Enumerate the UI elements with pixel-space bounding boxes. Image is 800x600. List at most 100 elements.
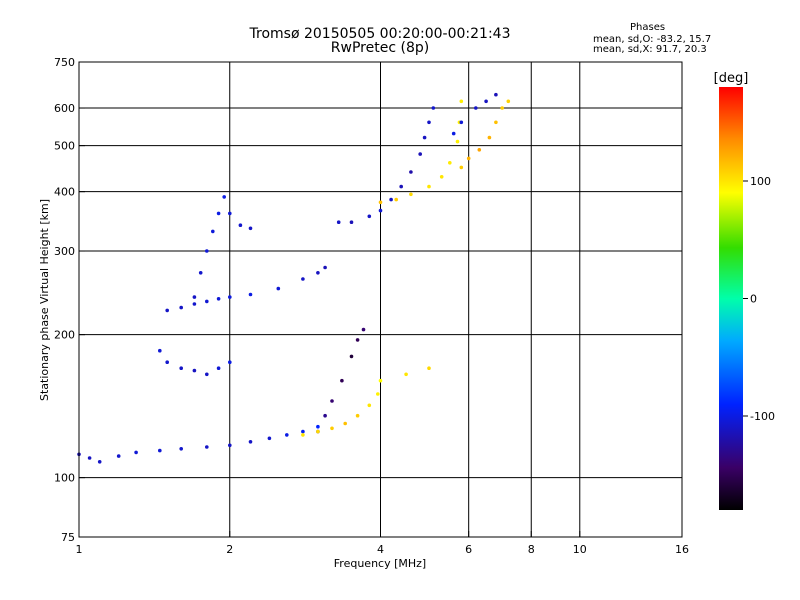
x-tick-label: 10	[573, 543, 587, 556]
y-tick-label: 600	[54, 102, 75, 115]
y-tick-label: 75	[61, 531, 75, 544]
data-point	[316, 429, 320, 434]
data-point	[451, 131, 456, 136]
data-point	[316, 271, 320, 275]
data-point	[399, 184, 404, 189]
data-point	[228, 443, 232, 448]
data-point	[248, 226, 253, 231]
data-point	[409, 170, 413, 174]
data-point	[198, 271, 203, 275]
colorbar-tick-label: 0	[750, 293, 757, 306]
grid-lines	[78, 62, 682, 537]
x-tick-label: 8	[528, 543, 535, 556]
data-point	[500, 106, 505, 110]
data-point	[343, 421, 348, 426]
data-point	[459, 120, 464, 125]
data-point	[355, 413, 360, 418]
data-point	[367, 403, 372, 408]
data-point	[487, 135, 492, 140]
data-point	[427, 184, 431, 189]
data-point	[389, 197, 393, 202]
data-point	[378, 200, 383, 205]
data-point	[285, 433, 289, 437]
data-point	[330, 426, 334, 431]
y-tick-label: 750	[54, 56, 75, 69]
data-point	[211, 229, 215, 234]
data-point	[301, 433, 305, 437]
data-point	[205, 249, 209, 253]
data-point	[87, 456, 92, 460]
data-point	[378, 208, 383, 213]
data-point	[222, 195, 226, 199]
y-axis-ticks: 75 100 200 300 400 500 600 750	[54, 56, 85, 544]
data-point	[404, 372, 408, 377]
data-point	[394, 197, 399, 202]
data-point	[474, 106, 478, 110]
data-point	[267, 436, 272, 441]
data-point	[216, 211, 221, 216]
data-point	[205, 299, 209, 304]
data-point	[427, 120, 431, 125]
data-point	[448, 161, 452, 165]
data-point	[459, 165, 464, 170]
data-point	[367, 214, 372, 219]
data-point	[361, 327, 366, 332]
data-point	[192, 302, 197, 306]
data-point	[158, 348, 162, 353]
colorbar-ticks: 100 0 -100	[743, 175, 775, 423]
chart-subtitle: RwPretec (8p)	[330, 40, 430, 56]
data-point	[484, 99, 488, 104]
data-point	[455, 139, 460, 144]
data-point	[459, 99, 464, 104]
phase-stats-title: Phases	[630, 22, 666, 33]
data-point	[205, 445, 209, 449]
data-point	[316, 424, 320, 429]
y-tick-label: 300	[54, 245, 75, 258]
colorbar	[719, 87, 743, 510]
y-tick-label: 200	[54, 329, 75, 342]
data-point	[165, 360, 169, 365]
y-tick-label: 100	[54, 472, 75, 485]
x-axis-ticks: 1 2 4 6 8 10 16	[76, 531, 689, 556]
x-tick-label: 1	[76, 543, 83, 556]
data-point	[134, 450, 138, 455]
data-point	[349, 354, 354, 359]
data-point	[323, 413, 327, 418]
data-point	[355, 338, 360, 342]
y-tick-label: 500	[54, 140, 75, 153]
data-point	[158, 448, 162, 453]
colorbar-tick-label: 100	[750, 175, 771, 188]
data-point	[340, 378, 344, 383]
data-point	[301, 429, 305, 434]
data-point	[431, 106, 436, 110]
data-point	[439, 175, 444, 179]
y-tick-label: 400	[54, 186, 75, 199]
phase-stats-o-mode: mean, sd,O: -83.2, 15.7	[593, 34, 712, 45]
data-point	[179, 305, 183, 310]
data-point	[116, 454, 121, 458]
data-point	[422, 135, 427, 140]
data-point	[228, 295, 232, 299]
data-point	[228, 360, 232, 365]
colorbar-label: [deg]	[714, 71, 749, 86]
data-point	[427, 366, 431, 371]
data-point	[165, 308, 169, 313]
data-point	[97, 460, 102, 464]
data-point	[238, 223, 243, 227]
data-point	[205, 372, 209, 377]
data-point	[179, 447, 183, 451]
data-point	[216, 297, 221, 301]
data-point	[248, 440, 253, 444]
data-point	[494, 120, 498, 125]
data-point	[192, 295, 197, 299]
phase-stats-x-mode: mean, sd,X: 91.7, 20.3	[593, 44, 707, 55]
data-points	[77, 92, 511, 464]
x-axis-label: Frequency [MHz]	[334, 557, 426, 570]
y-axis-label: Stationary phase Virtual Height [km]	[38, 199, 51, 401]
x-tick-label: 4	[377, 543, 384, 556]
x-tick-label: 2	[226, 543, 233, 556]
data-point	[192, 368, 197, 373]
x-tick-label: 6	[465, 543, 472, 556]
data-point	[323, 265, 327, 270]
